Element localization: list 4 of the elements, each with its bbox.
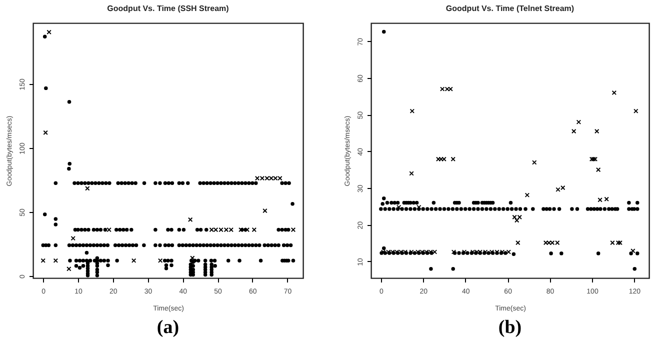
chart-title: Goodput Vs. Time (Telnet Stream) bbox=[446, 4, 574, 13]
text: (b) bbox=[498, 317, 522, 338]
chart-title: Goodput Vs. Time (SSH Stream) bbox=[107, 4, 230, 13]
text: (a) bbox=[156, 317, 180, 338]
